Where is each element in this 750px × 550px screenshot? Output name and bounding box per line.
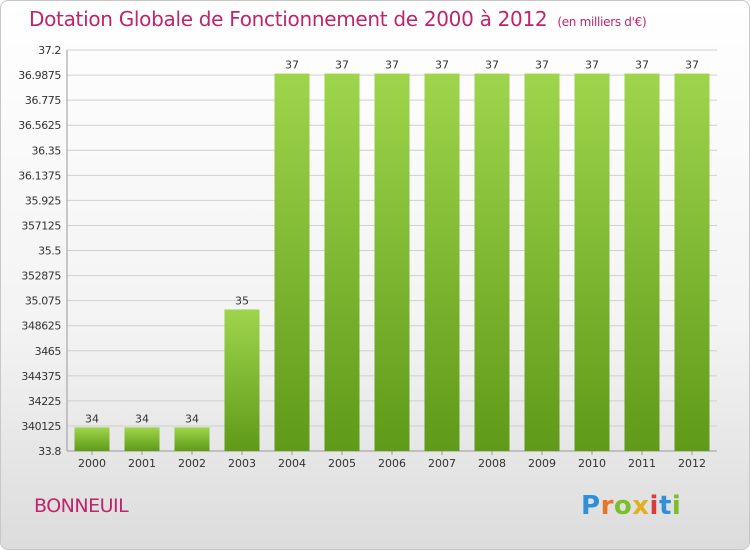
bar-value-label: 37: [435, 59, 449, 72]
x-tick-label: 2002: [178, 457, 206, 470]
logo-letter: o: [613, 491, 633, 521]
logo-letter: i: [649, 491, 659, 521]
bar: [624, 73, 660, 452]
x-tick-label: 2010: [578, 457, 606, 470]
y-tick-label: 36.1375: [18, 169, 61, 182]
bar-value-label: 37: [285, 59, 299, 72]
bar: [524, 73, 560, 452]
bar-value-label: 37: [635, 59, 649, 72]
bars: [74, 73, 710, 452]
logo-letter: x: [632, 491, 650, 521]
y-tick-label: 348625: [21, 320, 61, 333]
logo-letter: i: [671, 491, 682, 521]
commune-name: BONNEUIL: [34, 495, 129, 517]
y-tick-label: 36.775: [25, 94, 61, 107]
y-axis-ticks: 33.8 340125 34225 344375 3465 348625 35.075 352…: [18, 44, 62, 458]
y-tick-label: 35.075: [25, 295, 61, 308]
x-tick-label: 2001: [128, 457, 156, 470]
x-tick-label: 2012: [678, 457, 706, 470]
bar-value-label: 34: [85, 412, 99, 425]
bar: [124, 427, 160, 451]
y-tick-label: 34225: [28, 395, 61, 408]
bar: [574, 73, 610, 452]
y-tick-label: 35.5: [38, 245, 61, 258]
x-axis-ticks: 2000 2001 2002 2003 2004 2005 2006 2007 2008 2009…: [78, 451, 706, 470]
x-tick-label: 2004: [278, 457, 306, 470]
y-tick-label: 357125: [21, 219, 61, 232]
value-labels: 34 34 34 35 37 37 37 37 37 37 37 37 37: [85, 59, 699, 426]
bar: [224, 309, 260, 451]
bar-value-label: 34: [135, 412, 149, 425]
x-tick-label: 2008: [478, 457, 506, 470]
x-tick-label: 2003: [228, 457, 256, 470]
bar-value-label: 37: [335, 59, 349, 72]
y-tick-label: 36.9875: [18, 69, 61, 82]
bar: [674, 73, 710, 452]
chart-title: Dotation Globale de Fonctionnement de 20…: [29, 7, 647, 31]
x-tick-label: 2000: [78, 457, 106, 470]
bar-value-label: 37: [685, 59, 699, 72]
y-tick-label: 3465: [35, 345, 62, 358]
bar-value-label: 37: [485, 59, 499, 72]
bar: [174, 427, 210, 451]
x-tick-label: 2011: [628, 457, 656, 470]
logo-letter: t: [658, 491, 672, 521]
chart-unit-label: (en milliers d'€): [557, 15, 647, 29]
y-tick-label: 36.5625: [18, 119, 61, 132]
bar-value-label: 37: [585, 59, 599, 72]
y-tick-label: 37.2: [38, 44, 61, 57]
chart-title-text: Dotation Globale de Fonctionnement de 20…: [29, 7, 548, 31]
bar-value-label: 37: [535, 59, 549, 72]
y-tick-label: 35.925: [25, 194, 61, 207]
bar: [324, 73, 360, 452]
proxiti-logo[interactable]: Proxiti: [581, 491, 681, 521]
x-tick-label: 2009: [528, 457, 556, 470]
bar-value-label: 34: [185, 412, 199, 425]
x-tick-label: 2007: [428, 457, 456, 470]
bar: [74, 427, 110, 451]
y-tick-label: 340125: [21, 420, 61, 433]
y-tick-label: 33.8: [38, 445, 61, 458]
x-tick-label: 2005: [328, 457, 356, 470]
logo-letter: P: [581, 491, 601, 521]
logo-letter: r: [600, 491, 614, 521]
bar: [374, 73, 410, 452]
y-tick-label: 352875: [21, 270, 61, 283]
bar-value-label: 37: [385, 59, 399, 72]
bar: [274, 73, 310, 452]
x-tick-label: 2006: [378, 457, 406, 470]
y-tick-label: 36.35: [32, 144, 62, 157]
bar-value-label: 35: [235, 294, 249, 307]
bar: [424, 73, 460, 452]
bar: [474, 73, 510, 452]
y-tick-label: 344375: [21, 370, 61, 383]
